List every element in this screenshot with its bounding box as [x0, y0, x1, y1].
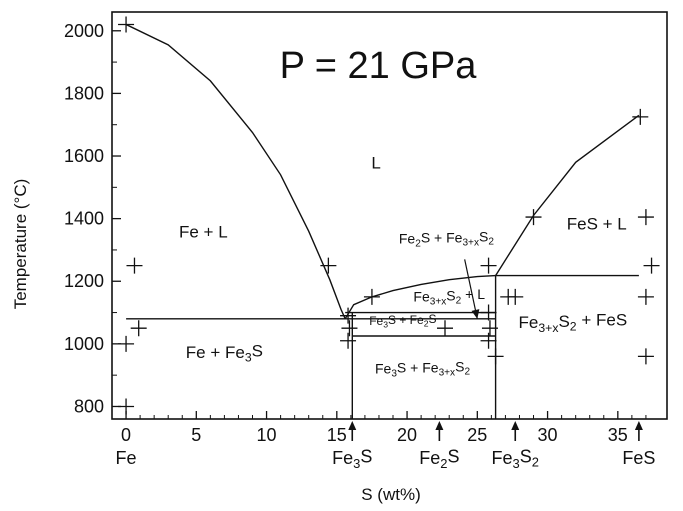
phase-boundary-curve-0: [125, 23, 346, 320]
y-tick-label: 1600: [64, 146, 104, 166]
region-label-fe-fe3s: Fe + Fe3S: [186, 342, 263, 365]
region-label-fe3s-fe2s: Fe3S + Fe2S: [369, 312, 436, 330]
experiment-marker: [643, 257, 660, 274]
region-label-fe3-xs2-fes: Fe3+xS2 + FeS: [519, 310, 628, 335]
composition-arrow-head: [348, 421, 357, 430]
y-tick-label: 2000: [64, 21, 104, 41]
x-tick-label: 25: [467, 425, 487, 445]
experiment-marker: [507, 288, 524, 305]
x-tick-label: 20: [397, 425, 417, 445]
chart-title: P = 21 GPa: [280, 45, 478, 87]
region-label-fe3-xs2-l: Fe3+xS2 + L: [413, 286, 485, 307]
experiment-marker: [320, 257, 337, 274]
composition-arrow-head: [511, 421, 520, 430]
x-tick-label: 35: [608, 425, 628, 445]
experiment-marker: [126, 257, 143, 274]
y-tick-label: 800: [74, 396, 104, 416]
composition-labels: Fe Fe3S Fe2S Fe3S2 FeS: [116, 421, 655, 471]
experiment-marker: [130, 320, 147, 337]
experiment-marker: [487, 348, 504, 365]
experiment-marker: [480, 332, 497, 349]
experiment-marker: [341, 320, 358, 337]
x-tick-label: 10: [257, 425, 277, 445]
composition-arrow-head: [435, 421, 444, 430]
y-tick-label: 1000: [64, 334, 104, 354]
x-tick-label: 30: [538, 425, 558, 445]
x-axis-title: S (wt%): [361, 485, 421, 504]
y-tick-label: 1800: [64, 83, 104, 103]
composition-label-fe3s: Fe3S: [332, 446, 372, 470]
phase-boundaries: [125, 23, 640, 419]
composition-label-fes: FeS: [622, 448, 655, 468]
region-label-l: L: [371, 154, 380, 173]
experiment-marker: [632, 108, 649, 125]
region-label-fe-l: Fe + L: [179, 222, 228, 241]
experiment-marker: [637, 209, 654, 226]
annotation-arrow-line: [464, 259, 478, 319]
composition-label-fe2s: Fe2S: [419, 446, 459, 470]
composition-label-fe: Fe: [116, 448, 137, 468]
composition-label-fe3s2: Fe3S2: [492, 446, 539, 470]
experiment-marker: [525, 209, 542, 226]
experiment-marker: [340, 307, 357, 324]
plot-frame: [111, 11, 668, 420]
experiment-marker: [637, 288, 654, 305]
x-tick-label: 15: [327, 425, 347, 445]
experiment-marker: [480, 257, 497, 274]
experiment-marker: [118, 16, 135, 33]
plot-border: [111, 11, 668, 420]
experiment-marker: [637, 348, 654, 365]
region-labels: L Fe + L FeS + L Fe + Fe3S Fe2S + Fe3+xS2 Fe3…: [179, 154, 627, 380]
y-axis-title: Temperature (°C): [11, 179, 30, 310]
phase-boundary-curve-2: [495, 114, 640, 276]
experiment-marker: [340, 332, 357, 349]
annotation-arrow-head: [471, 309, 480, 319]
x-tick-label: 0: [121, 425, 131, 445]
experiment-marker: [437, 320, 453, 337]
experiment-marker: [481, 320, 498, 337]
region-label-fes-l: FeS + L: [567, 215, 627, 234]
region-label-fe2s-fe3-xs2: Fe2S + Fe3+xS2: [399, 228, 494, 249]
phase-boundary-curve-1: [344, 274, 496, 320]
region-label-fe3s-fe3-xs2: Fe3S + Fe3+xS2: [375, 358, 470, 379]
experiment-marker: [363, 288, 380, 305]
experiment-marker: [480, 304, 497, 321]
y-tick-label: 1400: [64, 209, 104, 229]
x-tick-label: 5: [191, 425, 201, 445]
y-tick-label: 1200: [64, 271, 104, 291]
composition-arrow-head: [634, 421, 643, 430]
axis-ticks: 0 5 10 15 20 25 30 35 800 1000 1200 1400 1600 1800 200…: [64, 21, 647, 445]
